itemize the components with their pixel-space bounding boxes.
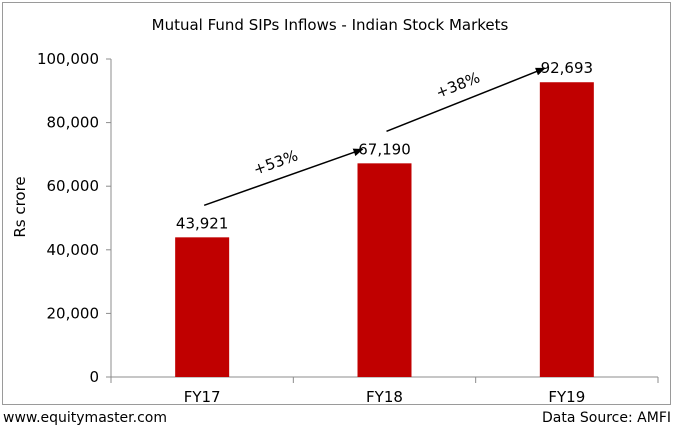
y-tick-label: 100,000 (37, 50, 99, 68)
chart-title: Mutual Fund SIPs Inflows - Indian Stock … (152, 16, 509, 34)
y-tick-label: 80,000 (47, 114, 100, 132)
growth-annotation: +38% (433, 68, 482, 102)
data-source-label: Data Source: AMFI (542, 410, 671, 426)
x-tick-label: FY17 (184, 388, 221, 406)
bar (539, 82, 594, 377)
chart-frame (2, 2, 671, 405)
growth-arrow (386, 67, 546, 133)
y-tick-label: 60,000 (47, 177, 100, 195)
bar-value-label: 67,190 (358, 140, 411, 158)
growth-arrow (203, 148, 364, 207)
y-axis-label: Rs crore (11, 176, 29, 237)
bar-value-label: 92,693 (541, 59, 594, 77)
y-tick-label: 20,000 (47, 304, 100, 322)
website-label: www.equitymaster.com (3, 410, 167, 426)
bar-chart: Mutual Fund SIPs Inflows - Indian Stock … (11, 16, 659, 406)
bar-value-label: 43,921 (176, 214, 229, 232)
plot-area: 0 20,000 40,000 60,000 80,000 100,000 43,921 FY… (37, 50, 659, 406)
x-tick-label: FY18 (366, 388, 403, 406)
bar (175, 237, 230, 377)
x-tick-label: FY19 (548, 388, 585, 406)
bar (357, 163, 412, 377)
y-tick-label: 40,000 (47, 241, 100, 259)
y-tick-label: 0 (89, 368, 99, 386)
